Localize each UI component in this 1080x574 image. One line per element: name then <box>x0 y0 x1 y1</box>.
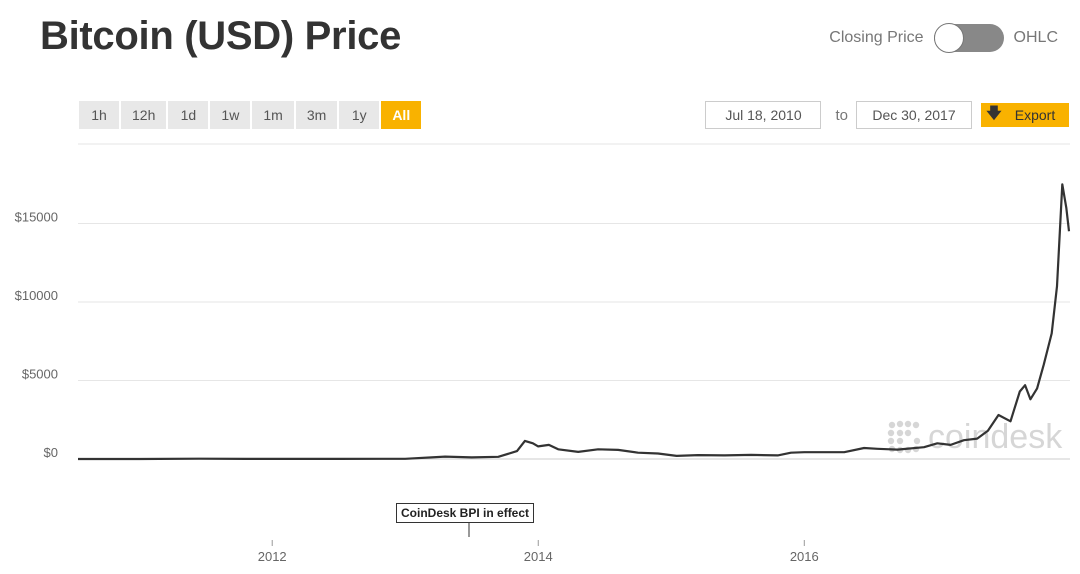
price-mode-toggle[interactable] <box>933 23 1004 53</box>
y-tick-label: $5000 <box>22 367 58 382</box>
coindesk-watermark: coindesk <box>887 418 1063 456</box>
end-date-input[interactable] <box>856 101 972 129</box>
range-button-1d[interactable]: 1d <box>168 101 209 129</box>
time-range-selector: 1h 12h 1d 1w 1m 3m 1y All <box>79 101 422 129</box>
range-button-3m[interactable]: 3m <box>295 101 338 129</box>
y-tick-label: $0 <box>44 445 58 460</box>
start-date-input[interactable] <box>705 101 822 129</box>
toggle-knob[interactable] <box>933 23 964 53</box>
watermark-dot <box>904 429 912 437</box>
watermark-dot <box>888 421 896 429</box>
date-range-controls: to 🡇 Export <box>705 101 1069 129</box>
x-tick-label: 2014 <box>524 549 553 564</box>
watermark-dot <box>896 420 904 428</box>
x-tick-label: 2012 <box>258 549 287 564</box>
x-tick-label: 2016 <box>790 549 819 564</box>
price-mode-toggle-group: Closing Price OHLC <box>829 23 1058 53</box>
watermark-dot <box>913 437 921 445</box>
y-tick-label: $15000 <box>15 210 58 225</box>
ohlc-label: OHLC <box>1013 29 1058 46</box>
range-button-12h[interactable]: 12h <box>121 101 167 129</box>
watermark-dot <box>896 429 904 437</box>
price-series-line <box>78 183 1071 461</box>
range-button-1w[interactable]: 1w <box>210 101 251 129</box>
page-title: Bitcoin (USD) Price <box>40 14 402 58</box>
watermark-dot <box>912 421 920 429</box>
download-arrow-icon: 🡇 <box>986 104 1002 122</box>
export-button[interactable]: 🡇 Export <box>981 103 1069 127</box>
watermark-dot <box>904 420 912 428</box>
watermark-dot <box>887 437 895 445</box>
range-button-1m[interactable]: 1m <box>252 101 294 129</box>
range-button-all[interactable]: All <box>381 101 422 129</box>
y-tick-label: $10000 <box>15 288 58 303</box>
date-to-label: to <box>835 106 848 124</box>
bpi-annotation: CoinDesk BPI in effect <box>396 503 535 523</box>
watermark-dot <box>896 437 904 445</box>
watermark-dot <box>887 429 895 437</box>
coindesk-watermark-text: coindesk <box>928 418 1063 456</box>
export-label: Export <box>1014 107 1056 123</box>
range-button-1y[interactable]: 1y <box>339 101 380 129</box>
closing-price-label: Closing Price <box>829 29 924 46</box>
range-button-1h[interactable]: 1h <box>79 101 119 129</box>
